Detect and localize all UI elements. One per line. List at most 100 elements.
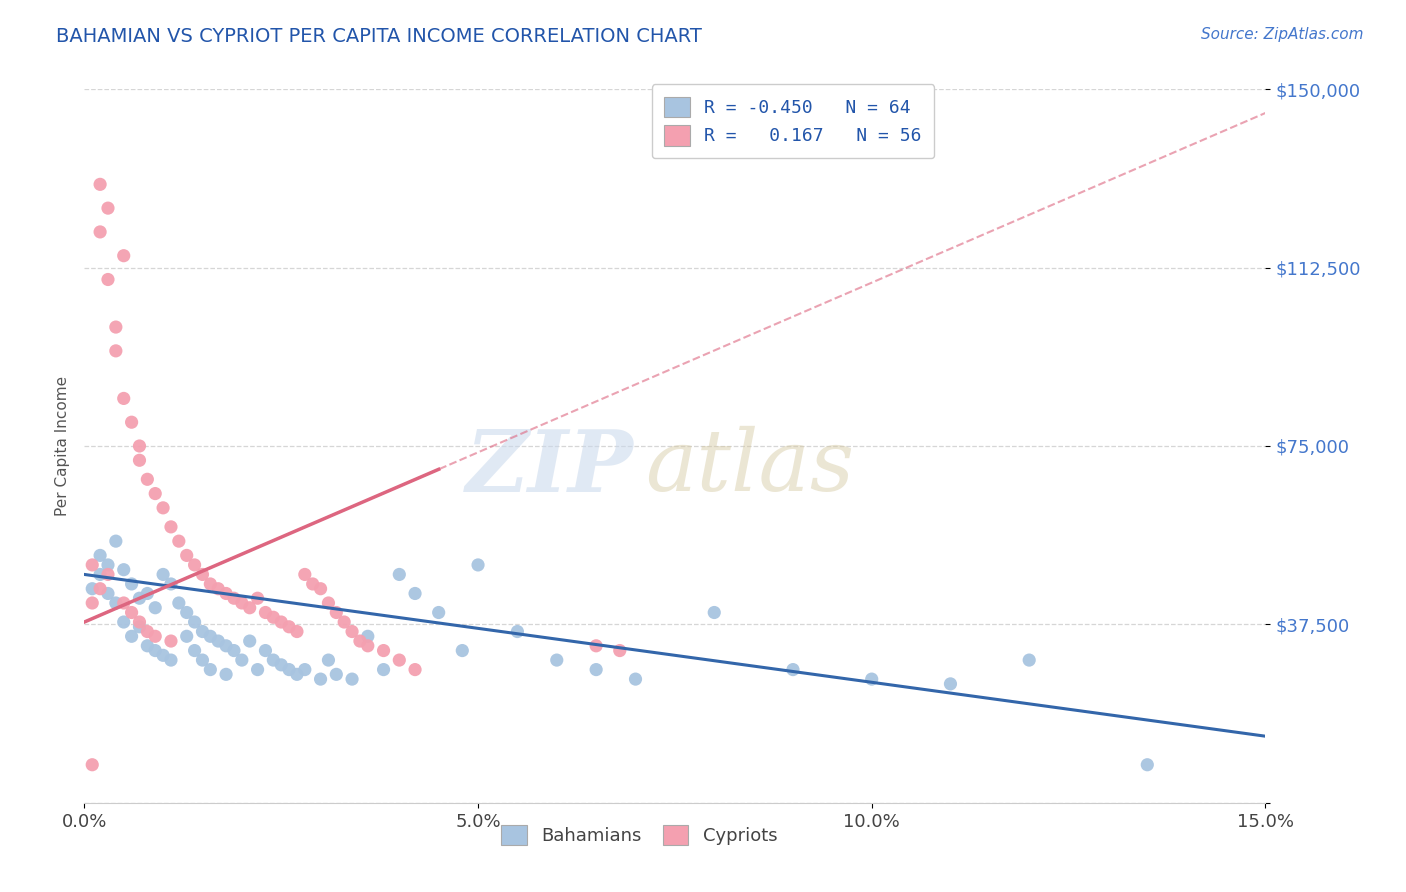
Point xyxy=(167,534,190,549)
Point xyxy=(191,624,214,639)
Point xyxy=(112,563,135,577)
Point xyxy=(191,653,214,667)
Point xyxy=(215,586,238,600)
Point xyxy=(427,606,450,620)
Point xyxy=(176,606,198,620)
Point xyxy=(160,634,183,648)
Point xyxy=(624,672,647,686)
Point xyxy=(239,600,262,615)
Point xyxy=(309,582,332,596)
Point xyxy=(152,567,174,582)
Point xyxy=(121,415,143,429)
Point xyxy=(200,663,222,677)
Point xyxy=(121,629,143,643)
Point xyxy=(128,439,150,453)
Point xyxy=(222,591,245,606)
Point xyxy=(128,453,150,467)
Point xyxy=(939,677,962,691)
Point xyxy=(388,567,411,582)
Point xyxy=(136,624,159,639)
Point xyxy=(270,615,292,629)
Point xyxy=(200,629,222,643)
Point xyxy=(325,667,347,681)
Point xyxy=(121,577,143,591)
Point xyxy=(104,596,127,610)
Text: BAHAMIAN VS CYPRIOT PER CAPITA INCOME CORRELATION CHART: BAHAMIAN VS CYPRIOT PER CAPITA INCOME CO… xyxy=(56,27,702,45)
Point xyxy=(215,639,238,653)
Point xyxy=(506,624,529,639)
Point xyxy=(467,558,489,572)
Point xyxy=(451,643,474,657)
Point xyxy=(143,600,166,615)
Point xyxy=(121,606,143,620)
Point xyxy=(585,639,607,653)
Point xyxy=(254,606,277,620)
Point xyxy=(176,629,198,643)
Point xyxy=(246,663,269,677)
Point xyxy=(373,663,395,677)
Point xyxy=(301,577,323,591)
Point xyxy=(136,586,159,600)
Point xyxy=(207,582,229,596)
Point xyxy=(97,201,120,215)
Point xyxy=(112,596,135,610)
Point xyxy=(89,178,111,192)
Point xyxy=(104,534,127,549)
Point xyxy=(152,648,174,663)
Text: Source: ZipAtlas.com: Source: ZipAtlas.com xyxy=(1201,27,1364,42)
Point xyxy=(294,567,316,582)
Point xyxy=(160,577,183,591)
Point xyxy=(89,549,111,563)
Point xyxy=(404,663,426,677)
Point xyxy=(278,663,301,677)
Y-axis label: Per Capita Income: Per Capita Income xyxy=(55,376,70,516)
Point xyxy=(239,634,262,648)
Point xyxy=(318,653,340,667)
Point xyxy=(97,567,120,582)
Point xyxy=(278,620,301,634)
Point xyxy=(136,639,159,653)
Point xyxy=(82,596,104,610)
Point xyxy=(97,272,120,286)
Point xyxy=(143,643,166,657)
Point xyxy=(112,249,135,263)
Point xyxy=(97,558,120,572)
Point xyxy=(160,520,183,534)
Point xyxy=(89,582,111,596)
Point xyxy=(183,615,205,629)
Point xyxy=(160,653,183,667)
Point xyxy=(1018,653,1040,667)
Point xyxy=(128,620,150,634)
Point xyxy=(183,558,205,572)
Point xyxy=(782,663,804,677)
Point xyxy=(309,672,332,686)
Point xyxy=(112,392,135,406)
Point xyxy=(254,643,277,657)
Point xyxy=(546,653,568,667)
Point xyxy=(262,653,284,667)
Point xyxy=(143,629,166,643)
Point xyxy=(246,591,269,606)
Text: ZIP: ZIP xyxy=(465,425,634,509)
Point xyxy=(340,624,363,639)
Point xyxy=(222,643,245,657)
Point xyxy=(262,610,284,624)
Point xyxy=(285,624,308,639)
Point xyxy=(231,596,253,610)
Point xyxy=(325,606,347,620)
Point xyxy=(89,567,111,582)
Point xyxy=(152,500,174,515)
Point xyxy=(176,549,198,563)
Point xyxy=(357,639,380,653)
Point xyxy=(191,567,214,582)
Point xyxy=(1136,757,1159,772)
Point xyxy=(270,657,292,672)
Point xyxy=(703,606,725,620)
Point xyxy=(404,586,426,600)
Point xyxy=(609,643,631,657)
Point xyxy=(340,672,363,686)
Point xyxy=(318,596,340,610)
Point xyxy=(231,653,253,667)
Point xyxy=(860,672,883,686)
Point xyxy=(349,634,371,648)
